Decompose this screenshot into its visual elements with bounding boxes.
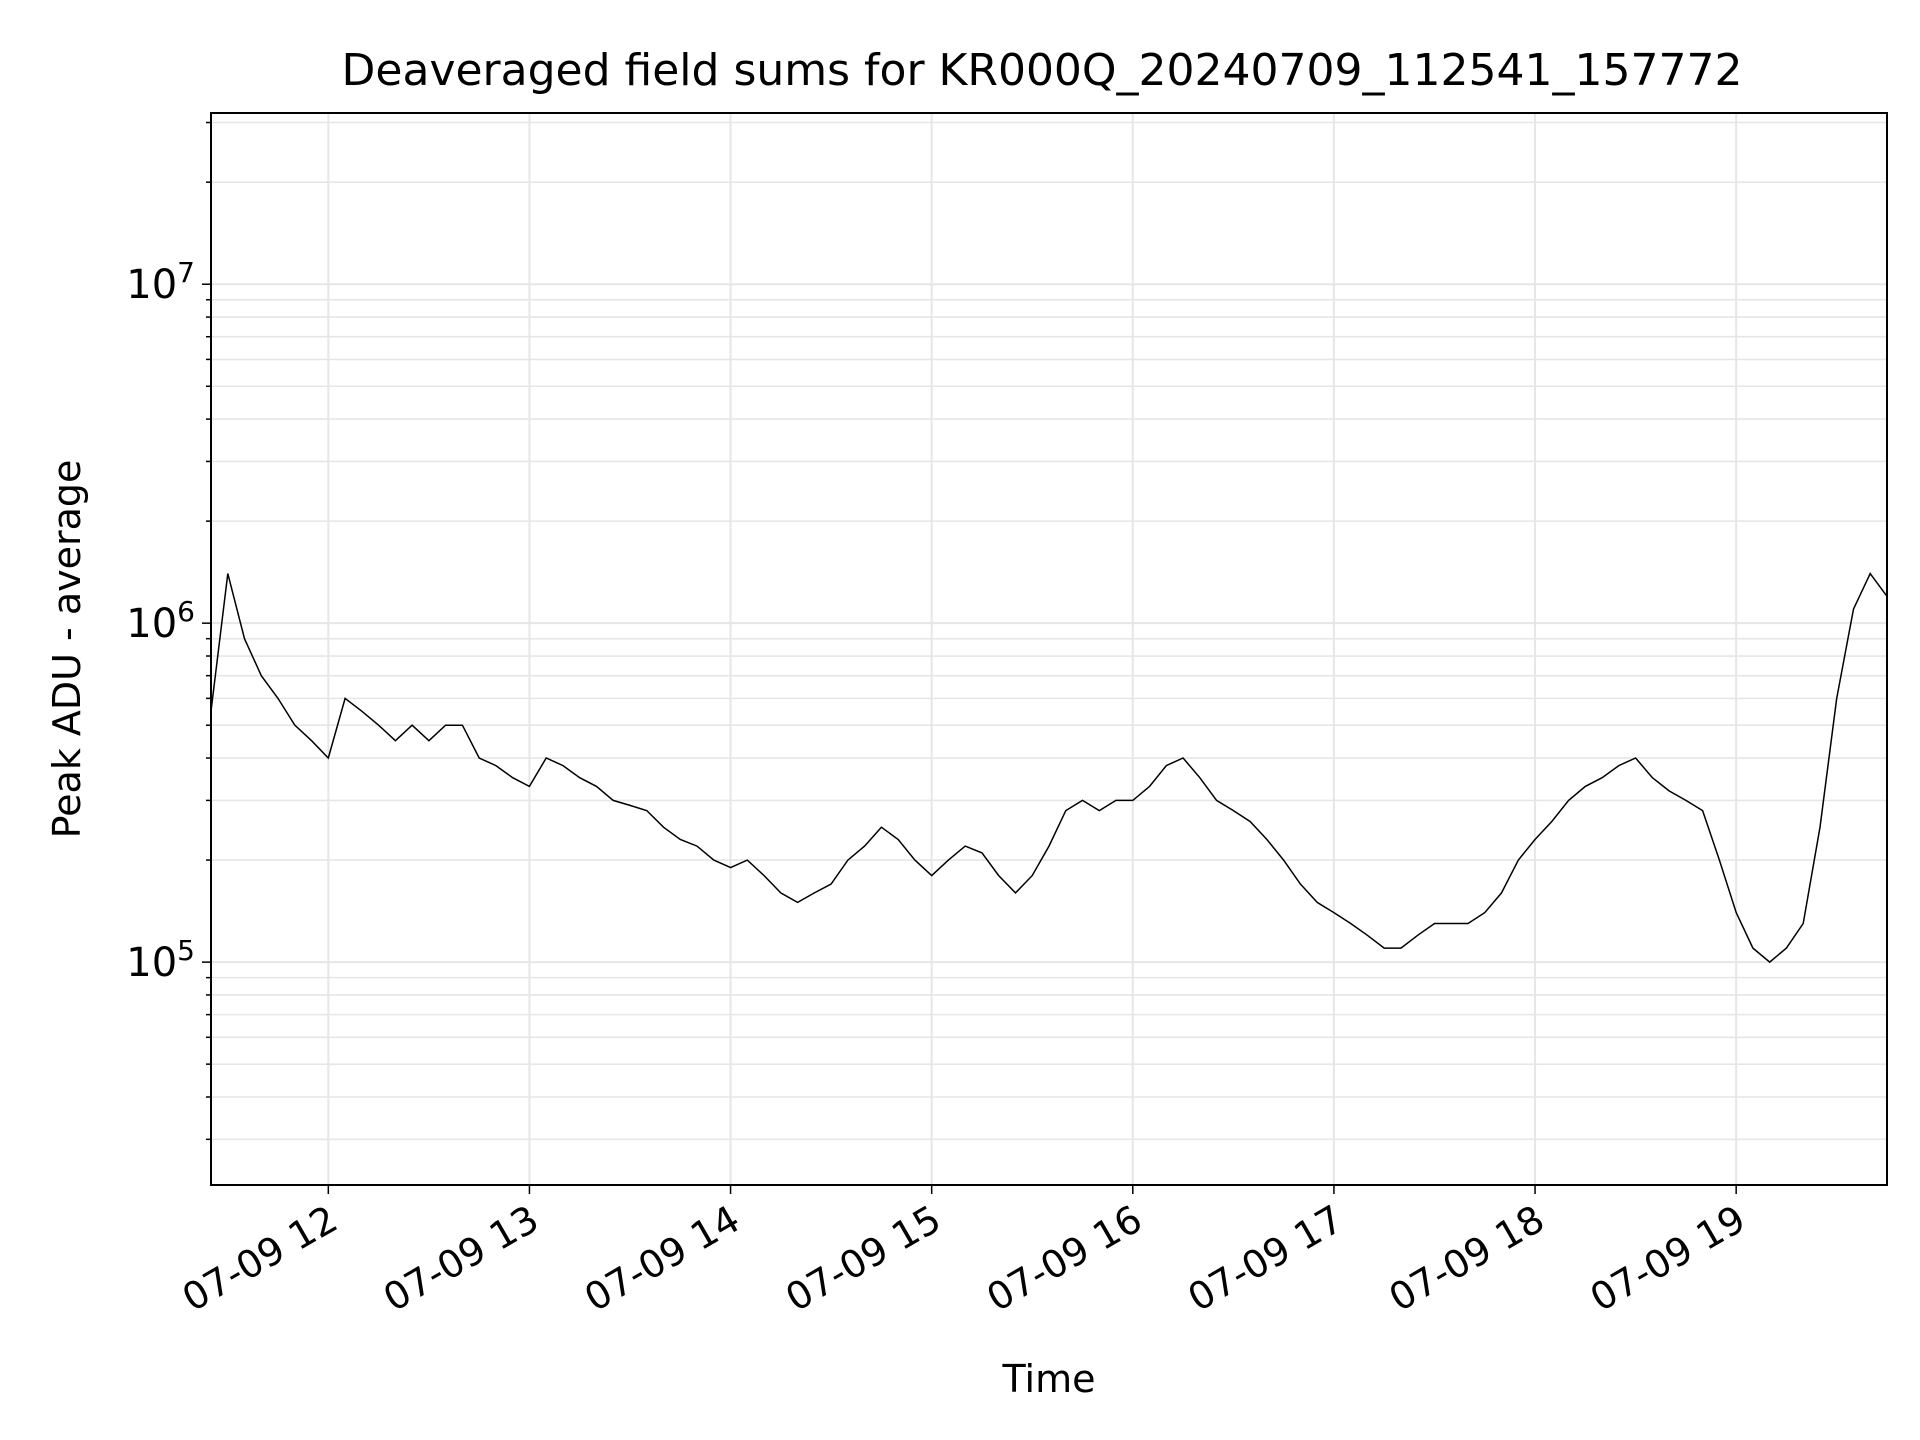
y-axis-ticks: 105 106 107 <box>126 121 211 1141</box>
chart-title: Deaveraged field sums for KR000Q_2024070… <box>342 45 1743 96</box>
y-tick-label: 105 <box>126 934 195 986</box>
y-tick-label: 106 <box>126 595 195 647</box>
plot-area <box>210 572 1888 964</box>
data-line <box>210 572 1888 964</box>
grid <box>211 113 1887 1185</box>
y-tick-label: 107 <box>126 256 195 308</box>
x-axis-label: Time <box>1002 1357 1096 1401</box>
y-axis-label: Peak ADU - average <box>45 460 89 839</box>
plot-frame <box>210 112 1888 1186</box>
